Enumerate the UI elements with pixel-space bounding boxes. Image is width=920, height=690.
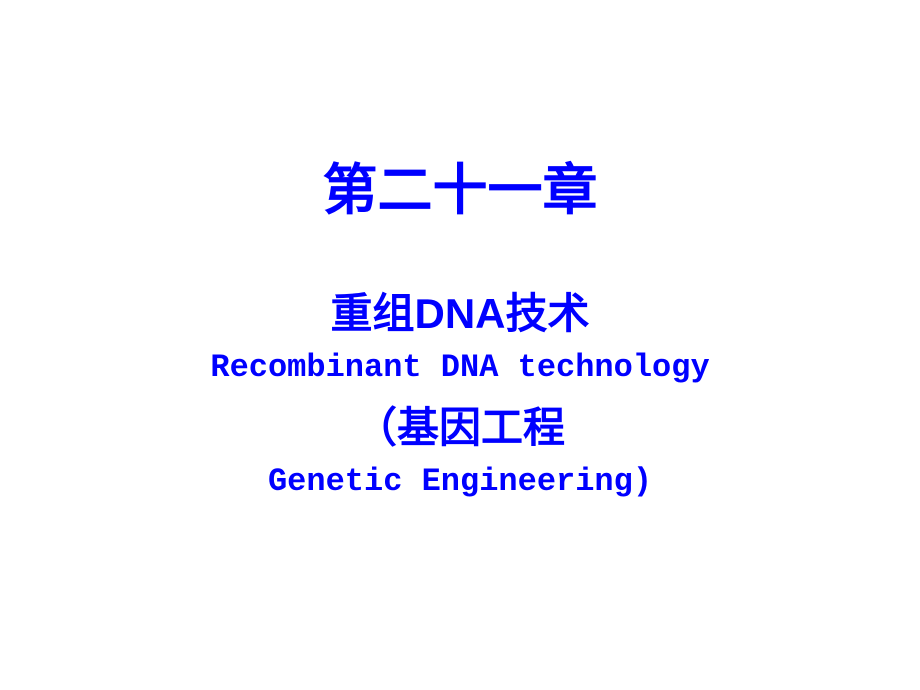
subtitle-chinese-1: 重组DNA技术: [331, 280, 590, 341]
chapter-title: 第二十一章: [322, 145, 597, 225]
subtitle-chinese-2: （基因工程: [355, 394, 565, 455]
subtitle-english-2: Genetic Engineering): [268, 463, 652, 500]
subtitle-english-1: Recombinant DNA technology: [210, 349, 709, 386]
